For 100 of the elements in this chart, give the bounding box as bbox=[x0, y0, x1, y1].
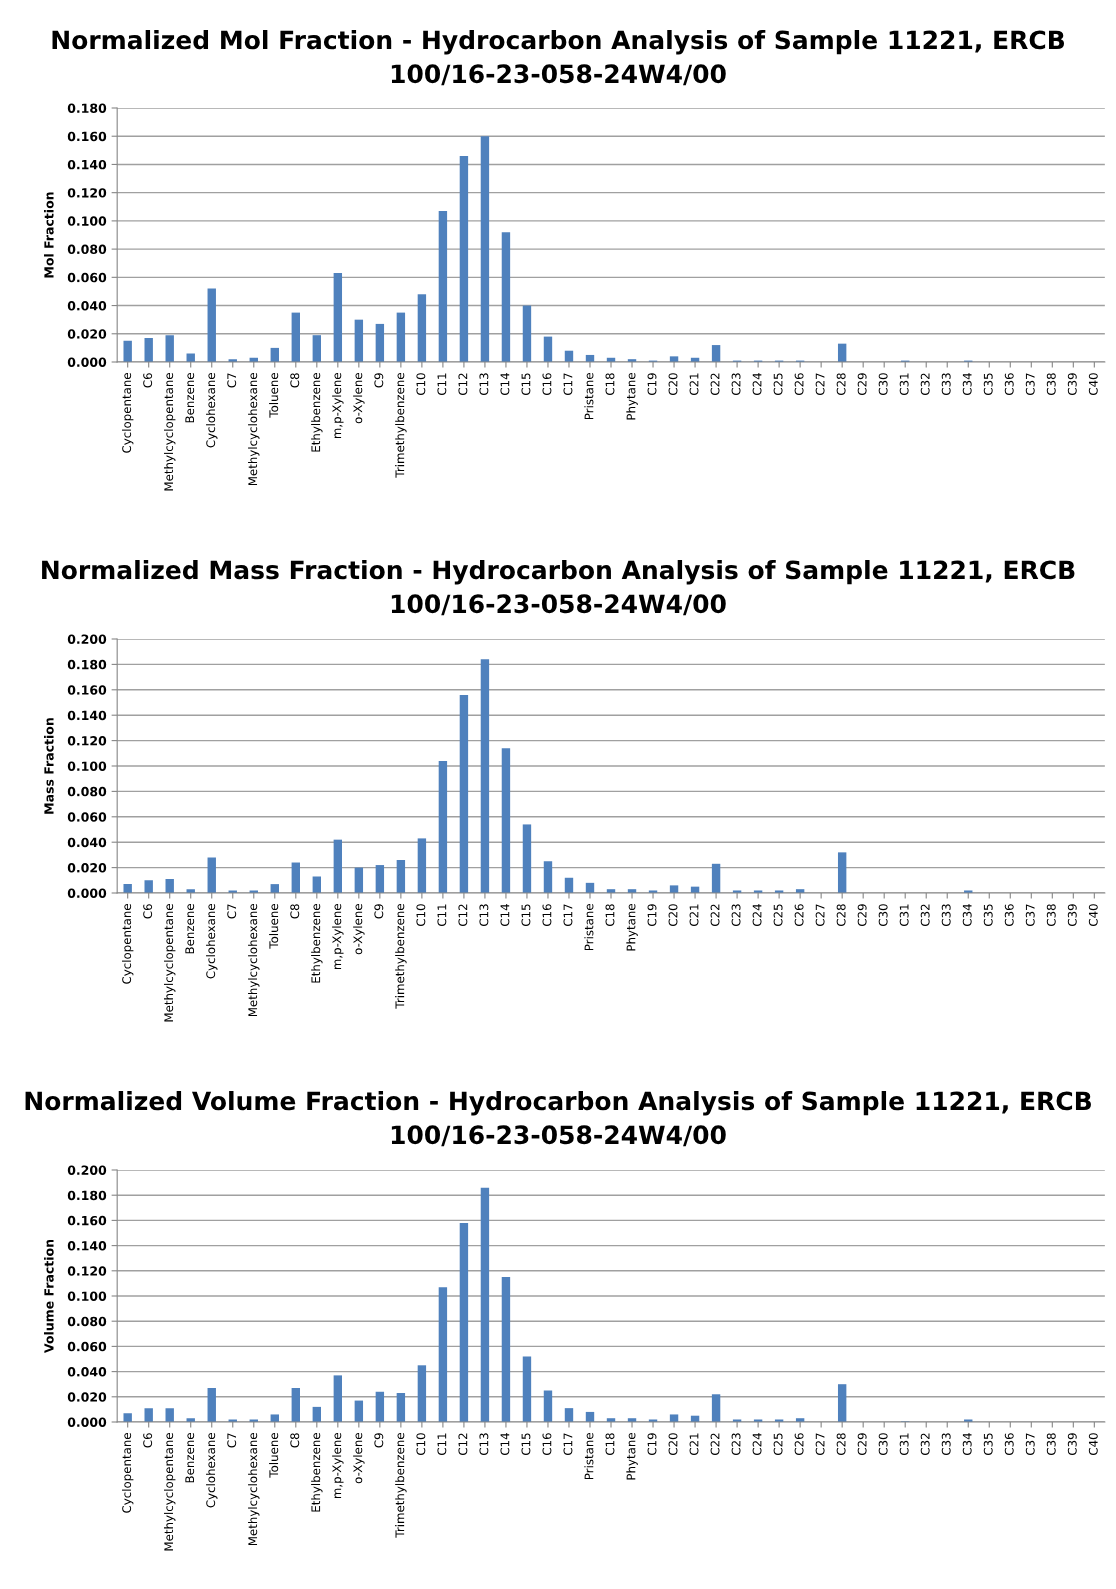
y-tick-label: 0.120 bbox=[67, 188, 107, 198]
x-tick-label: m,p-Xylene bbox=[332, 373, 344, 439]
x-tick-label: C33 bbox=[941, 373, 951, 396]
x-tick-label: C26 bbox=[794, 904, 804, 927]
y-axis-title: Mass Fraction bbox=[44, 718, 54, 814]
x-tick-label: C17 bbox=[563, 1433, 573, 1456]
x-tick-label: C30 bbox=[878, 373, 888, 396]
y-tick-label: 0.000 bbox=[67, 888, 107, 898]
x-tick-label: C32 bbox=[920, 373, 930, 396]
x-tick-label: C30 bbox=[878, 904, 888, 927]
x-tick-label: C34 bbox=[962, 1433, 972, 1456]
x-tick-label: Methylcyclopentane bbox=[164, 1433, 176, 1551]
x-tick-label: Benzene bbox=[185, 904, 195, 954]
x-tick-label: C23 bbox=[731, 373, 741, 396]
y-tick-label: 0.180 bbox=[67, 659, 107, 670]
x-tick-label: C7 bbox=[227, 373, 237, 388]
x-tick-label: Cyclohexane bbox=[206, 904, 218, 979]
x-tick-label: C16 bbox=[542, 1433, 552, 1456]
y-tick-label: 0.120 bbox=[67, 1266, 107, 1276]
x-tick-label: C15 bbox=[521, 1433, 531, 1456]
y-tick-label: 0.020 bbox=[67, 863, 107, 873]
x-tick-label: C16 bbox=[542, 373, 552, 396]
x-tick-label: C9 bbox=[374, 904, 384, 919]
y-tick-label: 0.100 bbox=[67, 216, 107, 226]
x-tick-label: C20 bbox=[668, 1433, 678, 1456]
x-tick-label: Methylcyclohexane bbox=[248, 373, 260, 486]
x-tick-label: C39 bbox=[1067, 1433, 1077, 1456]
x-tick-label: C38 bbox=[1046, 904, 1056, 927]
chart-title: Normalized Mass Fraction - Hydrocarbon Analysis of Sample 11221, ERCB 100/16-23-058-24W4/00 bbox=[42, 560, 1075, 616]
x-tick-label: C32 bbox=[920, 1433, 930, 1456]
x-tick-label: C38 bbox=[1046, 373, 1056, 396]
y-tick-label: 0.180 bbox=[67, 1190, 107, 1201]
x-tick-label: C17 bbox=[563, 373, 573, 396]
x-tick-label: C27 bbox=[815, 904, 825, 927]
x-tick-label: C19 bbox=[647, 1433, 657, 1456]
x-tick-label: C7 bbox=[227, 904, 237, 919]
x-tick-label: C26 bbox=[794, 1433, 804, 1456]
x-tick-label: C6 bbox=[143, 904, 153, 919]
y-tick-label: 0.080 bbox=[67, 244, 107, 255]
y-tick-label: 0.040 bbox=[67, 1367, 107, 1377]
y-tick-label: 0.160 bbox=[67, 685, 107, 695]
y-tick-label: 0.120 bbox=[67, 736, 107, 746]
x-tick-label: C8 bbox=[290, 1433, 300, 1448]
x-tick-label: C7 bbox=[227, 1433, 237, 1448]
y-tick-label: 0.160 bbox=[67, 131, 107, 142]
x-tick-label: C17 bbox=[563, 904, 573, 927]
x-tick-label: Pristane bbox=[584, 1433, 594, 1480]
x-tick-label: C26 bbox=[794, 373, 804, 396]
x-tick-label: C25 bbox=[773, 1433, 783, 1456]
x-tick-label: C28 bbox=[836, 373, 846, 396]
x-tick-label: Pristane bbox=[584, 373, 594, 420]
y-tick-label: 0.040 bbox=[67, 837, 107, 848]
y-tick-label: 0.080 bbox=[67, 786, 107, 797]
x-tick-label: C33 bbox=[941, 904, 951, 927]
x-tick-label: C13 bbox=[479, 373, 489, 396]
x-tick-label: C20 bbox=[668, 373, 678, 396]
x-tick-label: C15 bbox=[521, 373, 531, 396]
x-tick-label: C37 bbox=[1025, 373, 1035, 396]
x-tick-label: Phytane bbox=[626, 904, 638, 951]
y-axis-title: Mol Fraction bbox=[44, 192, 54, 278]
x-tick-label: C35 bbox=[983, 904, 993, 927]
x-tick-label: C12 bbox=[458, 904, 468, 927]
x-tick-label: Benzene bbox=[185, 373, 195, 423]
x-tick-label: C21 bbox=[689, 373, 699, 396]
x-tick-label: Phytane bbox=[626, 373, 638, 420]
x-tick-label: C36 bbox=[1004, 1433, 1014, 1456]
x-tick-label: C40 bbox=[1088, 904, 1098, 927]
x-tick-label: C35 bbox=[983, 1433, 993, 1456]
x-tick-label: C37 bbox=[1025, 904, 1035, 927]
x-tick-label: Toluene bbox=[269, 904, 279, 949]
x-tick-label: Cyclohexane bbox=[206, 1433, 218, 1508]
x-tick-label: C19 bbox=[647, 904, 657, 927]
x-tick-label: C10 bbox=[416, 373, 426, 396]
x-tick-label: C36 bbox=[1004, 904, 1014, 927]
x-tick-label: C32 bbox=[920, 904, 930, 927]
x-tick-label: C29 bbox=[857, 373, 867, 396]
y-tick-label: 0.040 bbox=[67, 301, 107, 311]
x-tick-label: C6 bbox=[143, 1433, 153, 1448]
x-tick-label: C24 bbox=[752, 373, 762, 396]
y-tick-label: 0.020 bbox=[67, 329, 107, 339]
x-tick-label: C22 bbox=[710, 373, 720, 396]
x-tick-label: C28 bbox=[836, 904, 846, 927]
x-tick-label: C35 bbox=[983, 373, 993, 396]
x-tick-label: Trimethylbenzene bbox=[395, 1433, 407, 1538]
chart-title: Normalized Volume Fraction - Hydrocarbon Analysis of Sample 11221, ERCB 100/16-23-058-24W4/00 bbox=[25, 1091, 1091, 1147]
y-tick-label: 0.100 bbox=[67, 761, 107, 771]
x-tick-label: C9 bbox=[374, 1433, 384, 1448]
x-tick-label: C23 bbox=[731, 904, 741, 927]
x-tick-label: Methylcyclohexane bbox=[248, 1433, 260, 1546]
x-tick-label: C21 bbox=[689, 904, 699, 927]
x-tick-label: C22 bbox=[710, 1433, 720, 1456]
x-tick-label: C24 bbox=[752, 904, 762, 927]
y-tick-label: 0.020 bbox=[67, 1392, 107, 1402]
y-tick-label: 0.160 bbox=[67, 1215, 107, 1226]
x-tick-label: o-Xylene bbox=[353, 1433, 365, 1484]
x-tick-label: C14 bbox=[500, 904, 510, 927]
x-tick-label: C22 bbox=[710, 904, 720, 927]
x-tick-label: C40 bbox=[1088, 1433, 1098, 1456]
x-tick-label: C29 bbox=[857, 904, 867, 927]
y-tick-label: 0.200 bbox=[67, 634, 107, 644]
